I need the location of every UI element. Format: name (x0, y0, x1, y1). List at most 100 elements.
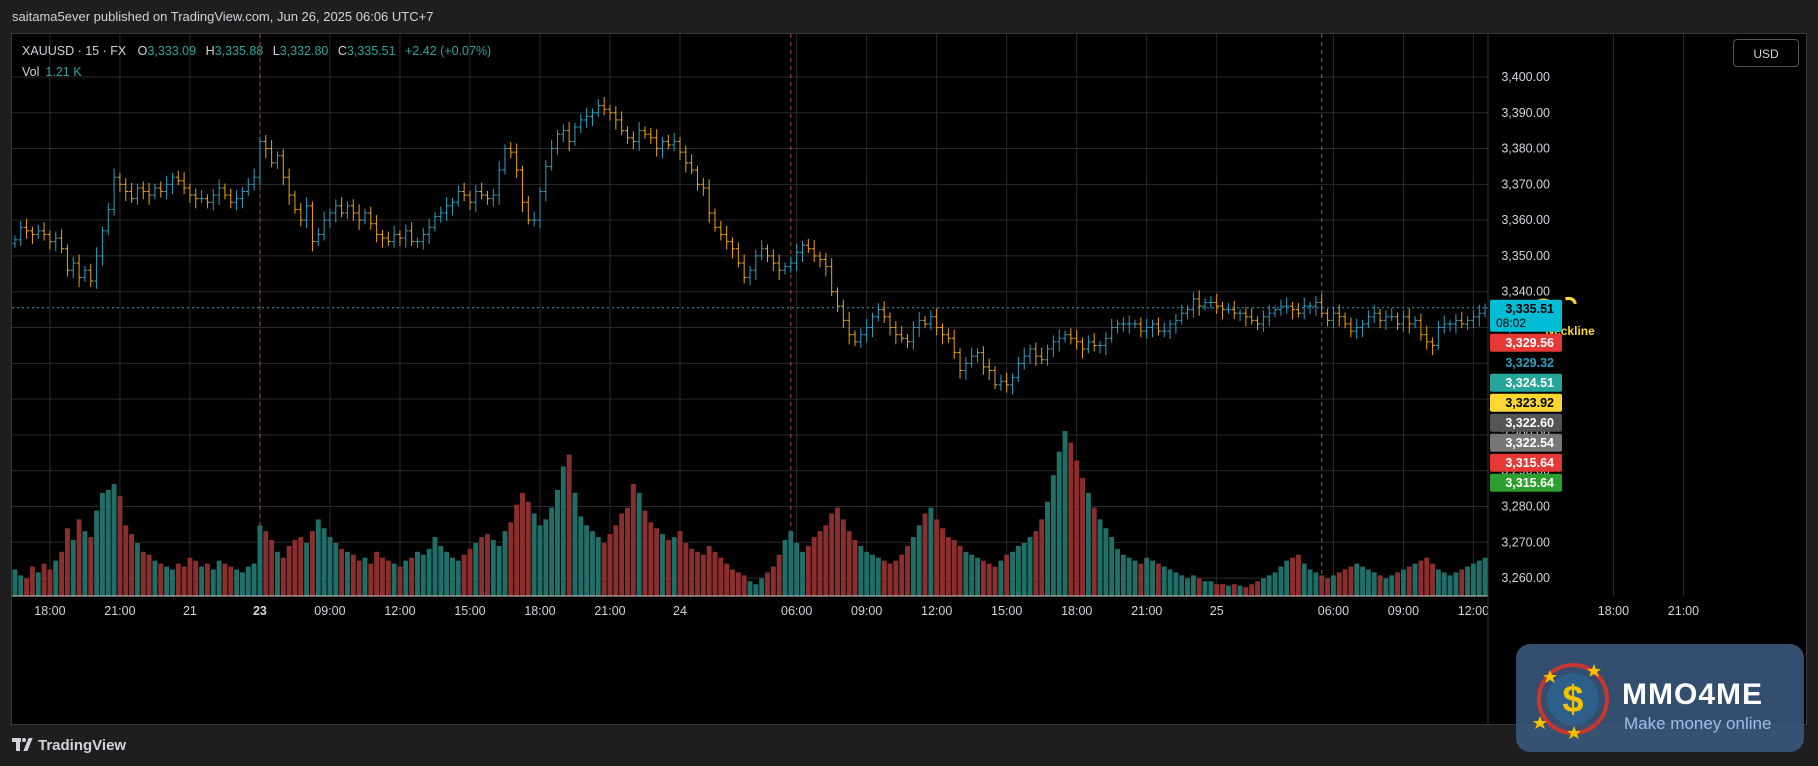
volume-bar (368, 563, 374, 596)
volume-bar (461, 554, 467, 596)
volume-bar (274, 551, 280, 596)
low-label: L (272, 44, 280, 58)
candles (12, 97, 1488, 395)
volume-bar (12, 569, 18, 596)
price-tag-bg (1490, 413, 1562, 432)
volume-bar (210, 569, 216, 596)
volume-bar (846, 531, 852, 596)
volume-bar (356, 560, 362, 596)
publisher-line: saitama5ever published on TradingView.co… (12, 9, 434, 24)
volume-bar (1389, 575, 1395, 596)
volume-bar (1447, 575, 1453, 596)
tradingview-logo[interactable]: TradingView (12, 737, 126, 754)
volume-bar (770, 566, 776, 596)
volume-bar (280, 557, 286, 596)
volume-bar (706, 545, 712, 596)
volume-bar (1459, 569, 1465, 596)
volume-bar (700, 554, 706, 596)
y-tick-label: 3,260.00 (1501, 571, 1550, 585)
volume-bar (444, 551, 450, 596)
price-tag-label: 3,315.64 (1505, 476, 1554, 490)
volume-bar (776, 554, 782, 596)
volume-bar (1050, 475, 1056, 596)
close-value: 3,335.51 (346, 44, 396, 58)
currency-button[interactable]: USD (1733, 39, 1799, 67)
volume-bar (1476, 560, 1482, 596)
volume-bar (630, 484, 636, 596)
volume-bar (304, 542, 310, 596)
watermark: $ MMO4ME Make money online (1516, 644, 1804, 752)
volume-bar (531, 513, 537, 596)
price-tag-bg (1490, 333, 1562, 352)
price-tag-label: 3,329.56 (1505, 336, 1554, 350)
volume-bar (1115, 548, 1120, 596)
x-tick-label: 12:00 (1458, 604, 1489, 618)
volume-bar (1080, 478, 1085, 596)
volume-bar (998, 560, 1004, 596)
volume-bar (1033, 531, 1039, 596)
x-tick-label: 18:00 (34, 604, 65, 618)
volume-bar (1155, 563, 1161, 596)
volume-bar (665, 540, 671, 596)
volume-bar (975, 557, 980, 596)
x-tick-label: 21:00 (1131, 604, 1162, 618)
price-chart[interactable]: Neckline 18:00 21:00 21 23 09:00 12:00 15:00 18… (12, 34, 1806, 724)
volume-bar (1418, 560, 1424, 596)
volume-bar (735, 572, 741, 596)
volume-bar (811, 537, 817, 596)
volume-bar (805, 545, 811, 596)
grid (12, 34, 1684, 596)
volume-bar (158, 563, 164, 596)
low-value: 3,332.80 (279, 44, 329, 58)
volume-bar (88, 537, 94, 596)
volume-bar (1441, 572, 1447, 596)
volume-bar (181, 566, 187, 596)
footer-bar (0, 725, 1818, 766)
volume-bar (782, 540, 788, 596)
volume-bar (1074, 460, 1080, 596)
volume-bar (1202, 581, 1208, 596)
volume-bar (1161, 566, 1167, 596)
x-tick-label: 09:00 (1388, 604, 1419, 618)
volume-bar (193, 560, 199, 596)
volume-bar (222, 563, 228, 596)
volume-bar (41, 563, 47, 596)
volume-bar (1307, 569, 1313, 596)
volume-bar (1150, 560, 1155, 596)
price-tag-label: 3,324.51 (1505, 376, 1554, 390)
volume-bar (1179, 575, 1185, 596)
volume-bar (450, 557, 455, 596)
x-tick-label: 24 (673, 604, 687, 618)
volume-bar (695, 551, 700, 596)
volume-bar (1185, 578, 1190, 596)
volume-bar (333, 542, 339, 596)
volume-bar (677, 531, 683, 596)
volume-bar (520, 492, 525, 596)
volume-bar (1465, 566, 1471, 596)
volume-bar (1313, 572, 1319, 596)
price-tag-countdown: 08:02 (1496, 316, 1526, 330)
volume-bar (1290, 557, 1296, 596)
volume-bar (1196, 578, 1202, 596)
price-tag-label: 3,315.64 (1505, 456, 1554, 470)
volume-bar (1021, 542, 1027, 596)
volume-bar (963, 551, 969, 596)
x-tick-label: 21 (183, 604, 197, 618)
volume-bar (1325, 578, 1331, 596)
volume-bar (1120, 554, 1126, 596)
volume-bar (24, 578, 30, 596)
volume-bar (251, 563, 257, 596)
volume-bar (269, 540, 275, 596)
price-tag-label: 3,322.54 (1505, 436, 1554, 450)
y-tick-label: 3,370.00 (1501, 177, 1550, 191)
volume-bar (76, 519, 82, 596)
volume-bar (525, 501, 531, 596)
volume-bar (829, 513, 835, 596)
y-tick-label: 3,350.00 (1501, 249, 1550, 263)
volume-bar (1231, 584, 1237, 596)
volume-bar (228, 566, 234, 596)
volume-bar (345, 551, 350, 596)
volume-bar (420, 554, 426, 596)
volume-bar (887, 563, 893, 596)
symbol-label[interactable]: XAUUSD · 15 · FX (22, 44, 127, 58)
